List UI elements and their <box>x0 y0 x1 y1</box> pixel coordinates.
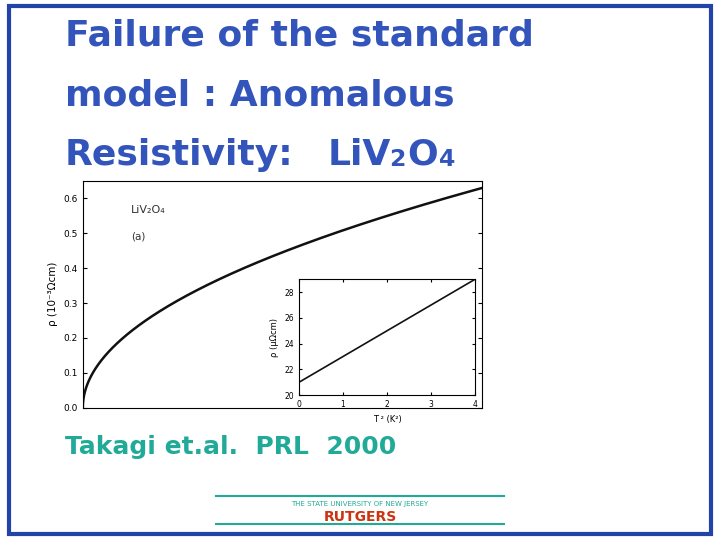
Text: O: O <box>407 138 438 172</box>
Text: Takagi et.al.  PRL  2000: Takagi et.al. PRL 2000 <box>65 435 396 458</box>
Text: 2: 2 <box>389 148 405 172</box>
Text: Resistivity:: Resistivity: <box>65 138 294 172</box>
Y-axis label: ρ (10⁻³Ωcm): ρ (10⁻³Ωcm) <box>48 262 58 327</box>
Y-axis label: ρ (μΩcm): ρ (μΩcm) <box>270 318 279 357</box>
Text: (a): (a) <box>131 232 145 242</box>
Text: LiV₂O₄: LiV₂O₄ <box>131 205 166 215</box>
Text: Failure of the standard: Failure of the standard <box>65 19 534 53</box>
Text: THE STATE UNIVERSITY OF NEW JERSEY: THE STATE UNIVERSITY OF NEW JERSEY <box>292 501 428 507</box>
Text: LiV: LiV <box>328 138 391 172</box>
Text: 4: 4 <box>439 148 456 172</box>
Text: model : Anomalous: model : Anomalous <box>65 78 454 112</box>
Text: RUTGERS: RUTGERS <box>323 510 397 524</box>
X-axis label: T ² (K²): T ² (K²) <box>373 415 401 424</box>
